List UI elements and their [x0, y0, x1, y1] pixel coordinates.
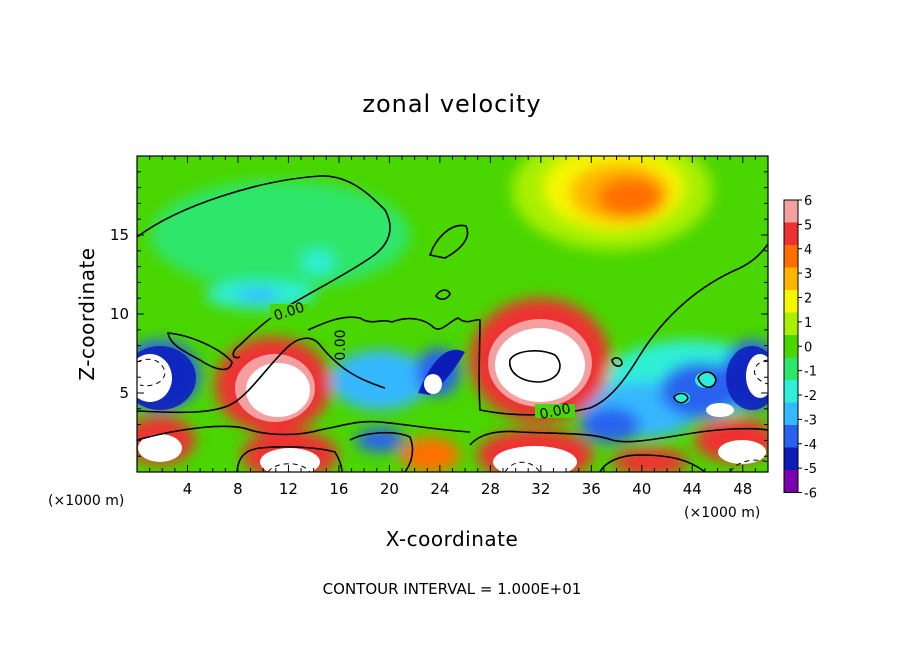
colorbar-swatch: [784, 267, 798, 290]
x-unit-left: (×1000 m): [48, 493, 124, 509]
colorbar-swatch: [784, 222, 798, 245]
x-tick-label: 16: [329, 480, 348, 498]
x-unit-right: (×1000 m): [684, 505, 760, 521]
colorbar: 6 5 4 3 2 1 0 -1 -2 -3 -4 -5 -6: [783, 194, 817, 502]
contour-label: 0.00: [333, 329, 349, 360]
contour-ring-center: [509, 350, 561, 383]
colorbar-swatch: [784, 425, 798, 448]
colorbar-tick-label: -2: [804, 389, 817, 404]
contour-bottom-right: [469, 427, 768, 446]
dashed-contour-bottom-2: [504, 461, 541, 472]
contour-island-small: [435, 289, 451, 300]
colorbar-swatch: [784, 447, 798, 470]
colorbar-swatch: [784, 380, 798, 403]
contour-bottom-right-2: [599, 454, 706, 472]
x-axis-title: X-coordinate: [386, 527, 519, 551]
chart-title: zonal velocity: [362, 90, 541, 118]
colorbar-tick-label: 3: [804, 267, 812, 282]
colorbar-swatch: [784, 200, 798, 223]
colorbar-tick-label: 0: [804, 340, 812, 355]
x-tick-label: 40: [632, 480, 651, 498]
x-tick-label: 44: [683, 480, 702, 498]
colorbar-swatch: [784, 470, 798, 493]
contour-bottom-mid: [349, 431, 414, 472]
contour-upper: [137, 175, 391, 359]
colorbar-tick-label: -6: [804, 487, 817, 502]
contour-bottom-left: [236, 446, 343, 472]
colorbar-tick-label: 2: [804, 292, 812, 307]
colorbar-tick-label: -4: [804, 438, 817, 453]
y-axis-title: Z-coordinate: [75, 247, 99, 380]
contour-ring-right-2: [673, 392, 689, 404]
y-tick-label: 5: [119, 384, 129, 402]
colorbar-tick-label: 1: [804, 316, 812, 331]
dashed-contour-bottom-1: [267, 463, 311, 472]
x-tick-label: 4: [183, 480, 193, 498]
field-extremes: [137, 319, 768, 472]
contour-interval-note: CONTOUR INTERVAL = 1.000E+01: [323, 580, 582, 598]
x-axis: 4 8 12 16 20 24 28 32 36 40 44 48: [149, 156, 756, 498]
x-tick-label: 36: [582, 480, 601, 498]
colorbar-swatch: [784, 357, 798, 380]
y-tick-label: 10: [110, 305, 129, 323]
dashed-contour-bottom-3: [729, 459, 768, 472]
x-tick-label: 28: [481, 480, 500, 498]
colorbar-swatch: [784, 402, 798, 425]
dashed-contour-left: [137, 358, 166, 387]
contour-lower-mid: [137, 420, 471, 441]
heatmap-field: 0.00 0.00 0.00: [137, 156, 768, 472]
colorbar-tick-label: -3: [804, 413, 817, 428]
x-tick-label: 48: [733, 480, 752, 498]
colorbar-tick-label: -5: [804, 462, 817, 477]
x-tick-label: 24: [430, 480, 449, 498]
contour-island-upper: [428, 224, 469, 259]
x-tick-label: 12: [279, 480, 298, 498]
x-tick-label: 20: [380, 480, 399, 498]
colorbar-tick-label: 6: [804, 194, 812, 209]
colorbar-tick-label: -1: [804, 365, 817, 380]
colorbar-swatch: [784, 290, 798, 313]
contour-label: 0.00: [538, 401, 572, 423]
y-axis: 5 10 15: [110, 171, 768, 457]
y-tick-label: 15: [110, 226, 129, 244]
contour-small: [611, 357, 623, 367]
colorbar-swatch: [784, 335, 798, 358]
contour-ring-right: [697, 371, 717, 389]
contour-labels: 0.00 0.00 0.00: [270, 300, 575, 423]
x-tick-label: 32: [531, 480, 550, 498]
contour-lower-left: [137, 337, 386, 414]
x-tick-label: 8: [233, 480, 243, 498]
colorbar-tick-label: 5: [804, 218, 812, 233]
colorbar-swatch: [784, 312, 798, 335]
contour-left-tongue: [167, 332, 233, 371]
colorbar-tick-label: 4: [804, 243, 812, 258]
contour-mid: [307, 243, 768, 416]
zero-contours: [137, 175, 768, 472]
colorbar-swatch: [784, 245, 798, 268]
